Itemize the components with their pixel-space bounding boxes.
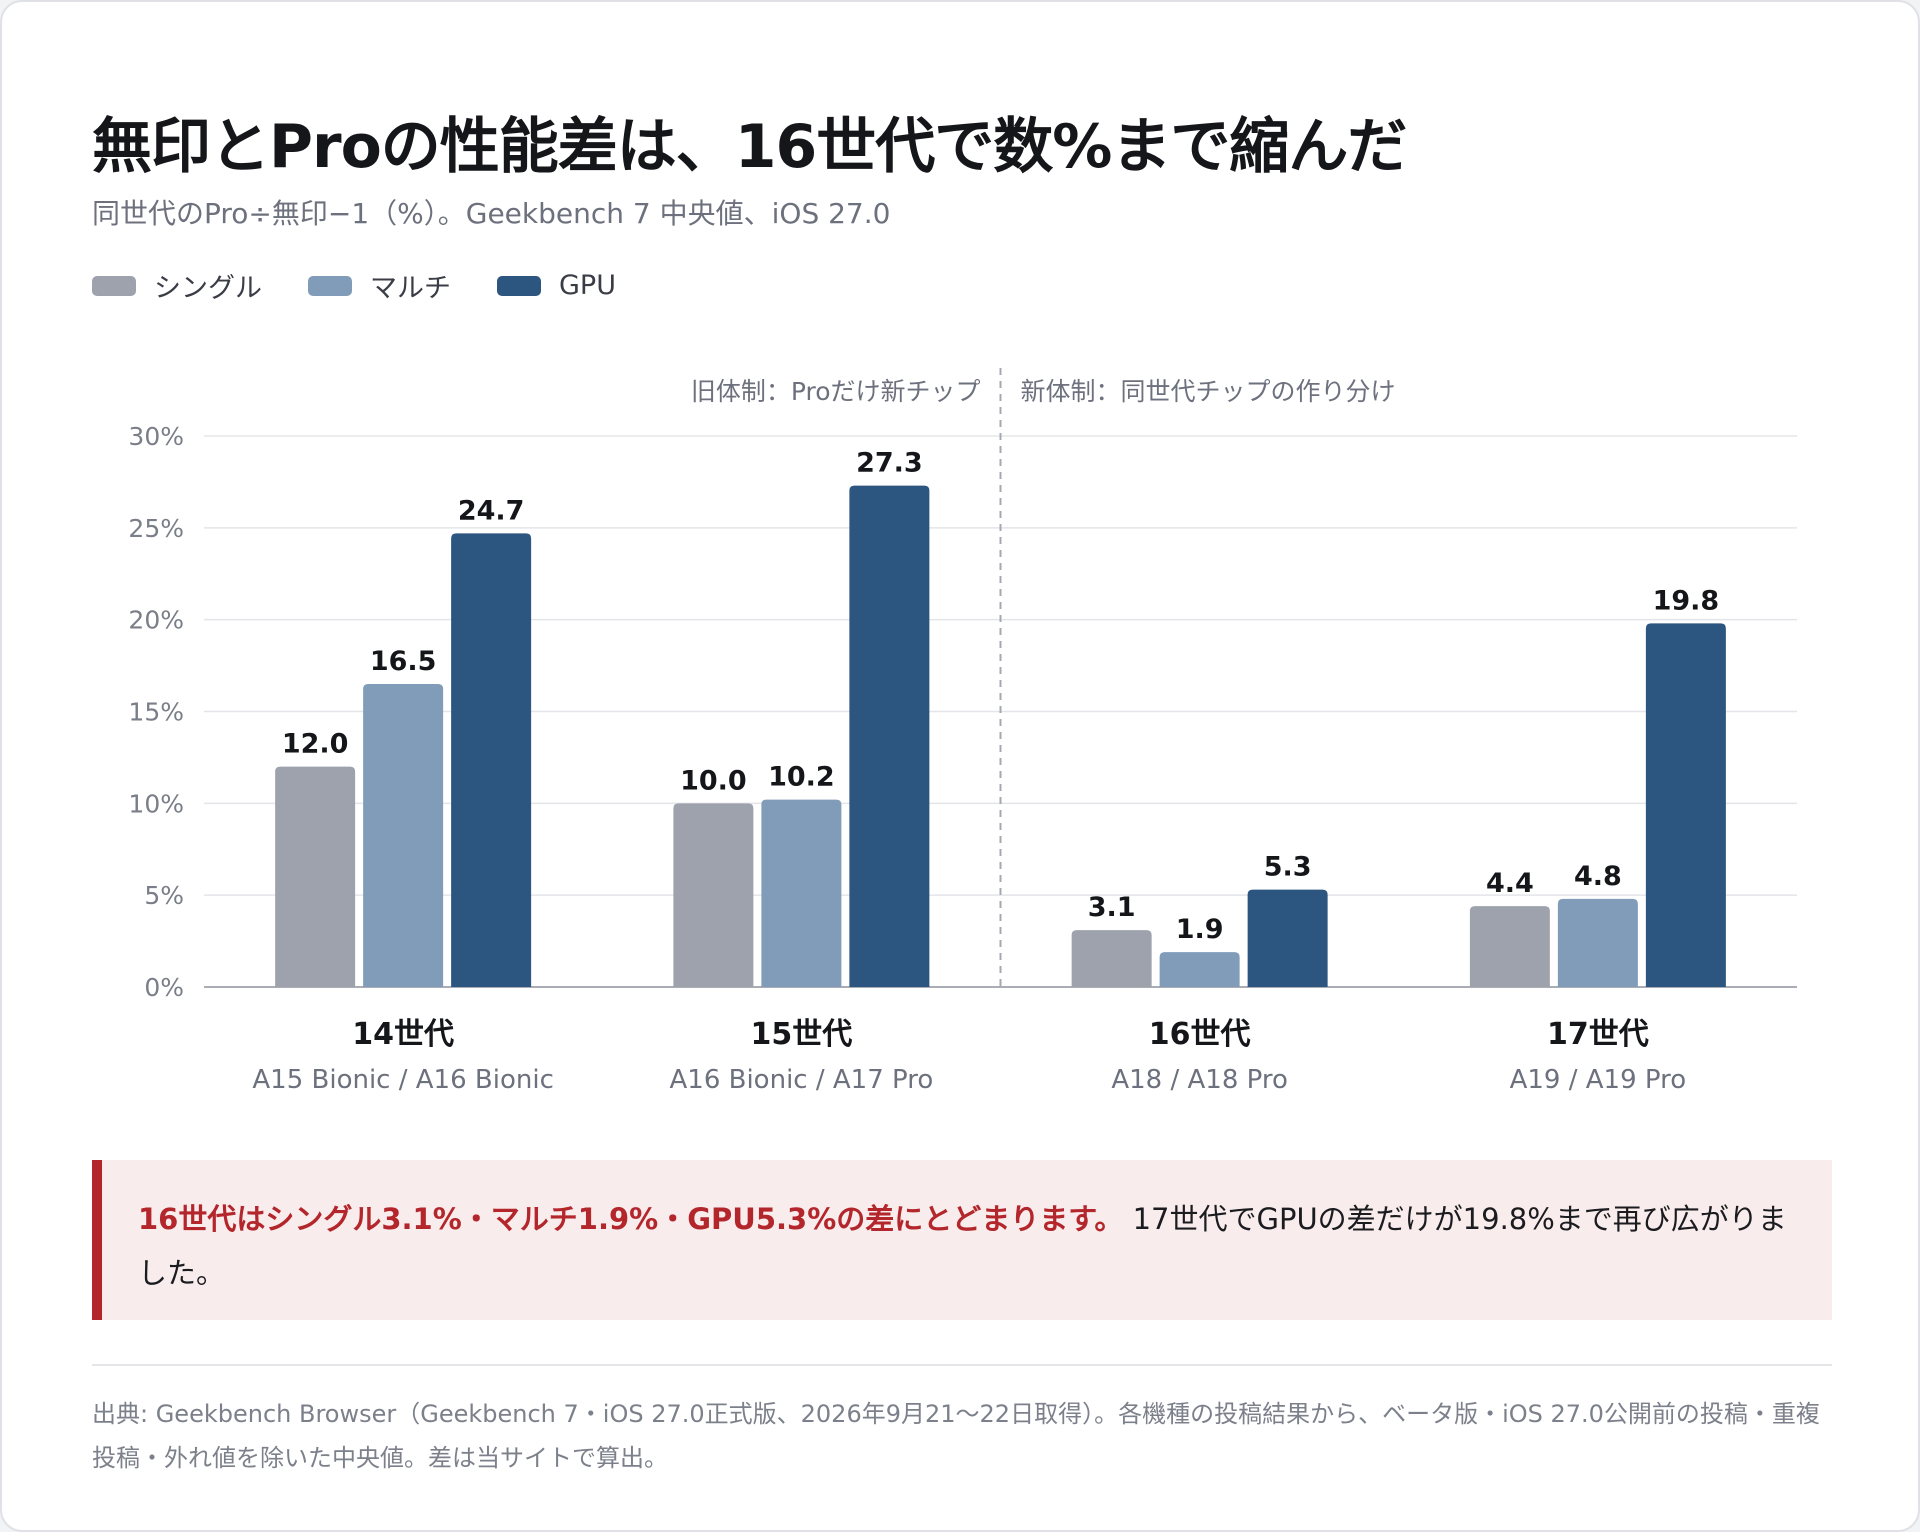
callout-text: 17世代でGPUの差だけが19.8%まで再び広がりました。 [138,1202,1787,1290]
x-category-sublabel: A15 Bionic / A16 Bionic [252,1065,554,1095]
legend-swatch-multi [308,275,352,296]
x-category-label: 17世代 [1547,1017,1649,1052]
legend: シングル マルチ GPU [92,266,616,305]
legend-item-gpu: GPU [497,270,616,301]
bar [849,485,930,987]
bar [673,803,754,987]
x-category-label: 15世代 [751,1017,853,1052]
bar [1557,898,1638,987]
data-label: 3.1 [1088,892,1136,923]
legend-swatch-gpu [497,275,541,296]
bar [1645,623,1726,987]
y-tick-label: 25% [128,514,184,543]
data-label: 19.8 [1653,585,1720,616]
x-category-sublabel: A18 / A18 Pro [1111,1065,1288,1095]
legend-label-single: シングル [154,273,262,304]
x-category-sublabel: A16 Bionic / A17 Pro [669,1065,933,1095]
data-label: 5.3 [1264,852,1312,883]
y-tick-label: 20% [128,606,184,635]
bar [1159,952,1240,987]
y-tick-label: 0% [144,973,184,1002]
x-category-label: 16世代 [1149,1017,1251,1052]
legend-label-gpu: GPU [559,270,616,301]
data-label: 4.4 [1486,868,1534,899]
divider-rule [92,1364,1832,1366]
chart-title: 無印とProの性能差は、16世代で数%まで縮んだ [92,112,1407,182]
data-label: 27.3 [856,448,923,479]
y-tick-label: 10% [128,789,184,818]
data-label: 10.2 [768,762,835,793]
legend-item-single: シングル [92,266,262,305]
data-label: 12.0 [282,729,349,760]
chart-subtitle: 同世代のPro÷無印−1（%）。Geekbench 7 中央値、iOS 27.0 [92,197,891,230]
source-note: 出典: Geekbench Browser（Geekbench 7・iOS 27… [92,1400,1820,1472]
bar [1071,930,1152,987]
data-label: 24.7 [458,495,525,526]
callout-highlight: 16世代はシングル3.1%・マルチ1.9%・GPU5.3%の差にとどまります。 [138,1202,1124,1236]
y-tick-label: 30% [128,422,184,451]
data-label: 16.5 [370,646,437,677]
bar [363,683,444,987]
region-label-left: 旧体制：Proだけ新チップ [691,377,981,406]
x-category-sublabel: A19 / A19 Pro [1510,1065,1687,1095]
x-category-label: 14世代 [352,1017,454,1052]
region-label-right: 新体制：同世代チップの作り分け [1021,377,1396,406]
legend-label-multi: マルチ [370,273,451,304]
bar [761,799,842,987]
y-tick-label: 15% [128,698,184,727]
data-label: 1.9 [1176,914,1224,945]
legend-swatch-single [92,275,136,296]
bar [275,766,356,987]
bar-chart: 0% 5% 10% 15% 20% 25% 30% 旧体制：Proだけ新チップ 新体制：同世代チ… [128,368,1797,1095]
bar [1247,889,1328,987]
callout-box: 16世代はシングル3.1%・マルチ1.9%・GPU5.3%の差にとどまります。 … [92,1160,1832,1320]
data-label: 4.8 [1574,861,1622,892]
bar [1469,906,1550,987]
bar [451,533,532,987]
y-tick-label: 5% [144,881,184,910]
legend-item-multi: マルチ [308,266,451,305]
data-label: 10.0 [680,765,747,796]
